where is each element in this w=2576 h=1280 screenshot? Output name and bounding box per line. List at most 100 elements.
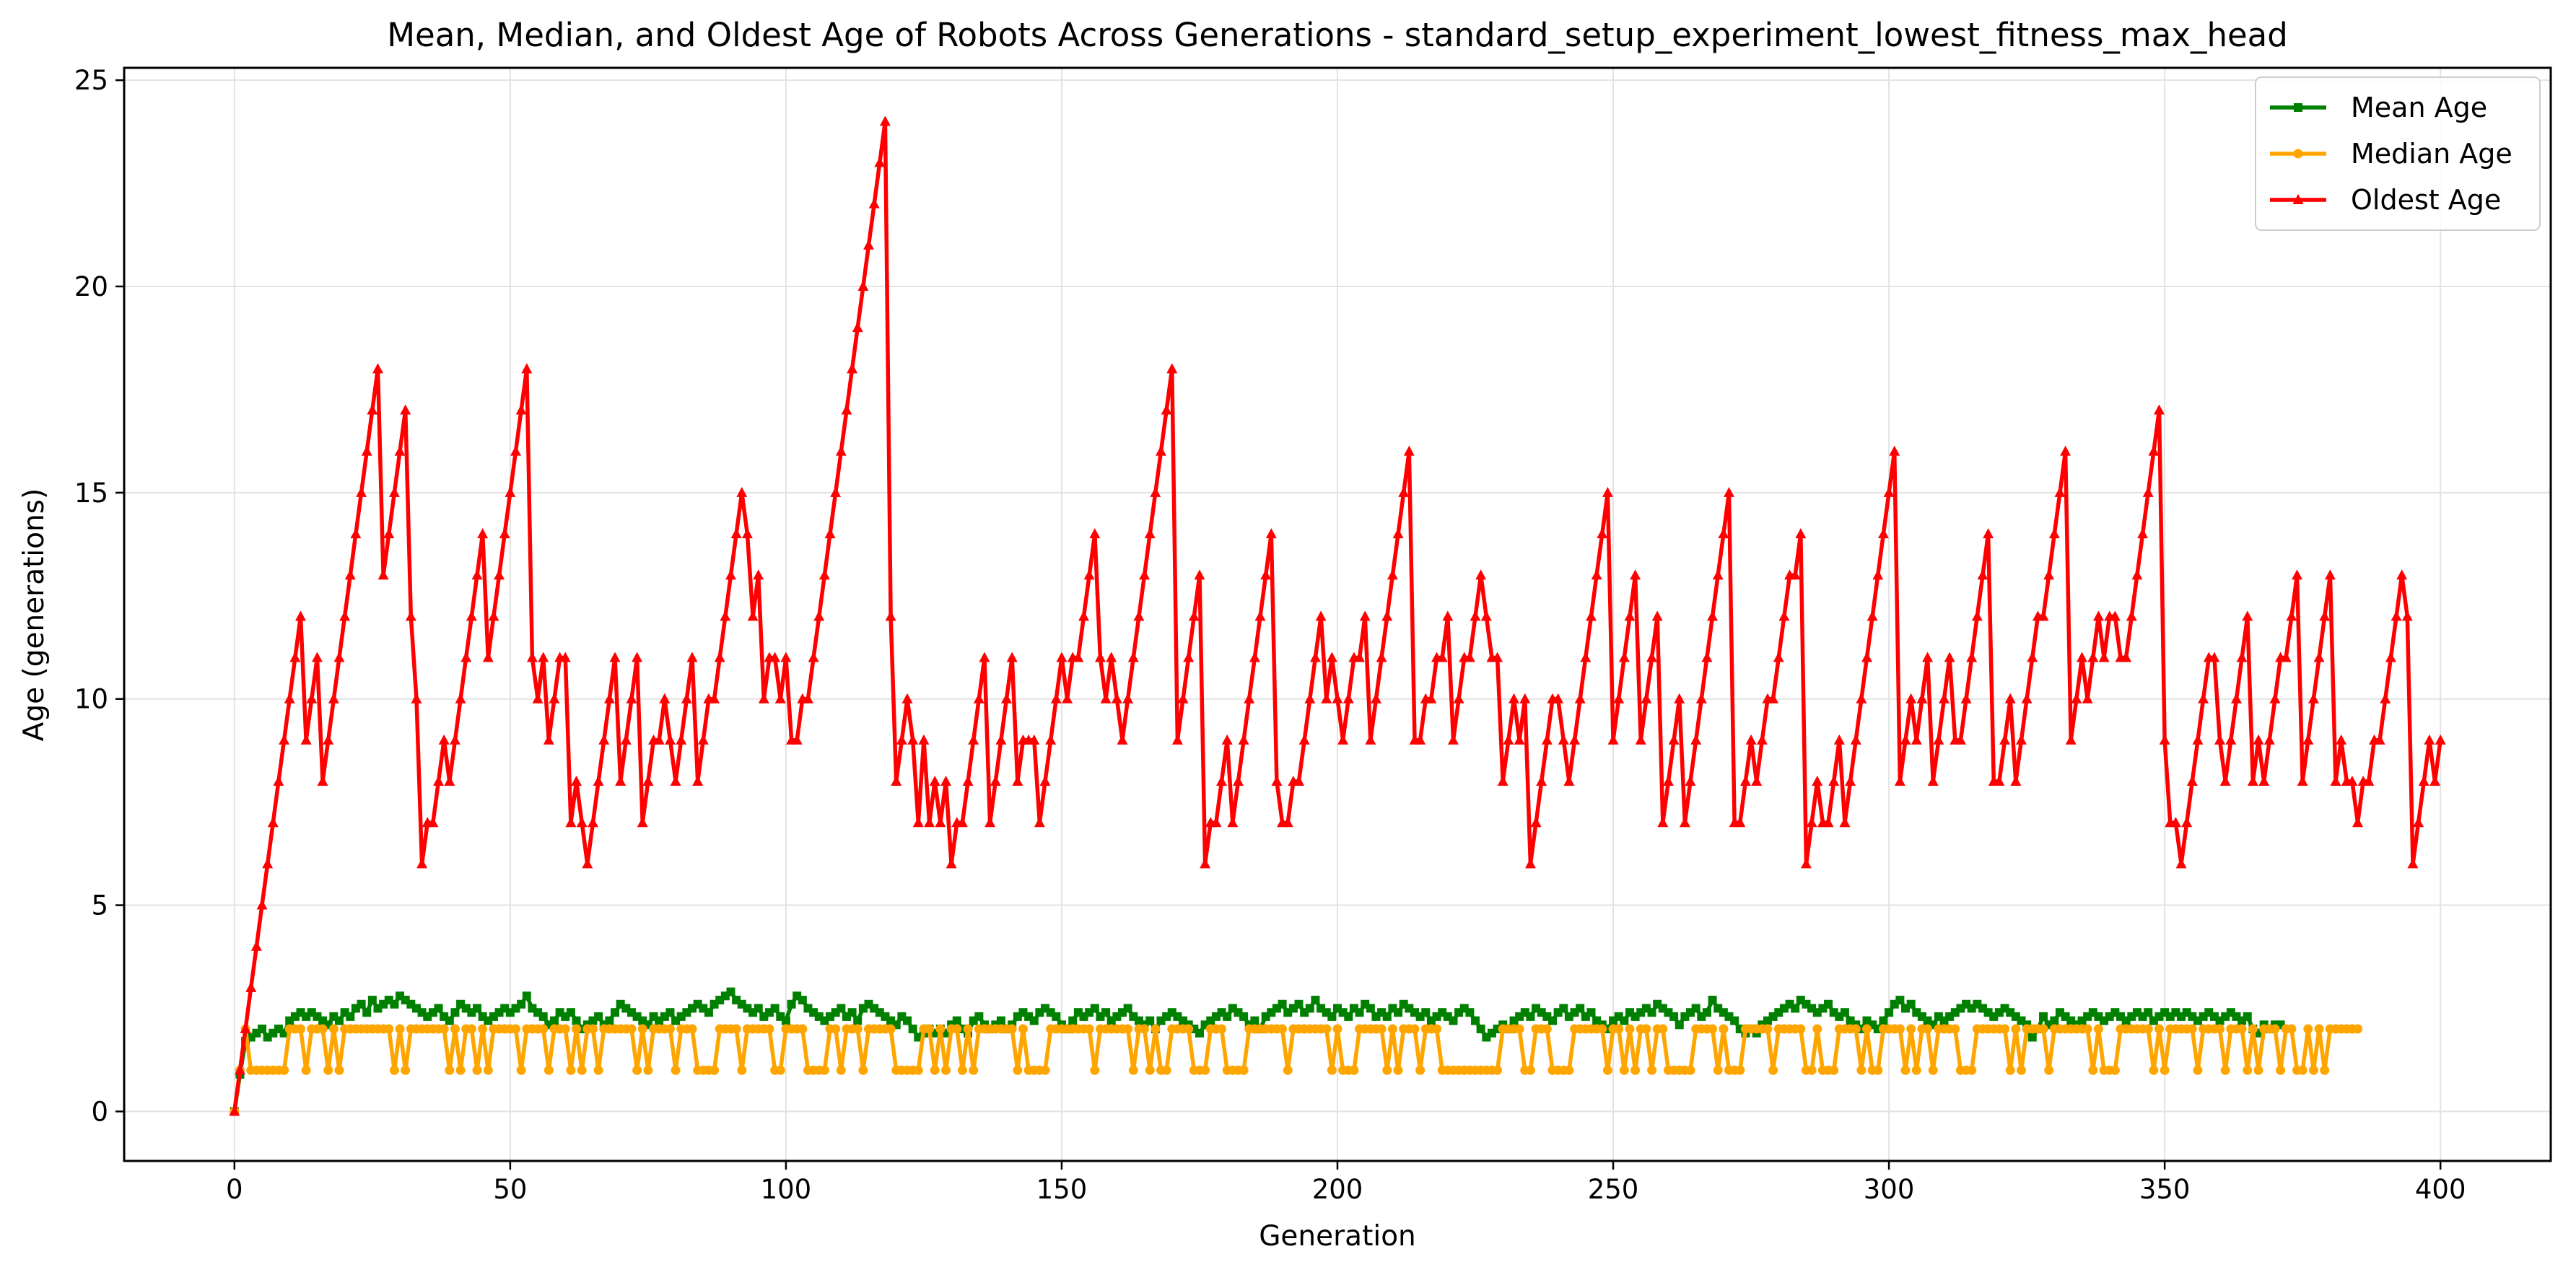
oldest-age-point: [1519, 693, 1531, 703]
median-age-point: [2149, 1065, 2159, 1075]
median-age-point: [483, 1065, 493, 1075]
median-age-point: [2303, 1024, 2313, 1034]
oldest-age-point: [709, 693, 720, 703]
oldest-age-point: [2269, 693, 2281, 703]
oldest-age-point: [344, 569, 356, 580]
median-age-series: [230, 1024, 2363, 1116]
oldest-age-point: [946, 858, 957, 869]
mean-age-point: [847, 1008, 857, 1017]
oldest-age-point: [2225, 734, 2237, 745]
mean-age-point: [1647, 1008, 1656, 1017]
oldest-age-point: [1585, 610, 1597, 621]
oldest-age-point: [1695, 693, 1707, 703]
mean-age-point: [726, 987, 735, 996]
oldest-age-point: [526, 652, 538, 662]
oldest-age-point: [813, 610, 825, 621]
oldest-age-point: [1866, 610, 1878, 621]
median-age-point: [1564, 1065, 1574, 1075]
oldest-age-point: [2407, 858, 2419, 869]
oldest-age-point: [2048, 528, 2060, 539]
oldest-age-point: [2004, 693, 2016, 703]
oldest-age-point: [1403, 445, 1415, 456]
oldest-age-point: [1707, 610, 1719, 621]
mean-age-point: [450, 1008, 460, 1017]
oldest-age-point: [515, 404, 527, 415]
oldest-age-point: [240, 1023, 251, 1034]
oldest-age-point: [587, 817, 598, 828]
mean-age-point: [665, 1008, 675, 1017]
median-age-point: [1322, 1024, 1332, 1034]
oldest-age-point: [582, 858, 593, 869]
mean-age-point: [1366, 1004, 1375, 1013]
oldest-age-point: [2374, 734, 2385, 745]
oldest-age-point: [1210, 817, 1222, 828]
mean-age-point: [903, 1016, 912, 1025]
oldest-age-point: [1635, 734, 1646, 745]
oldest-age-point: [984, 817, 996, 828]
series-layer: [229, 115, 2446, 1116]
oldest-age-point: [2170, 817, 2181, 828]
median-age-point: [2044, 1065, 2054, 1075]
oldest-age-point: [1161, 404, 1172, 415]
median-age-point: [1514, 1024, 1524, 1034]
oldest-age-point: [1497, 776, 1509, 786]
oldest-age-point: [2027, 652, 2038, 662]
median-age-point: [1895, 1024, 1905, 1034]
oldest-age-point: [1194, 569, 1205, 580]
median-age-point: [2308, 1065, 2318, 1075]
oldest-age-point: [1872, 569, 1884, 580]
mean-age-point: [704, 1008, 713, 1017]
oldest-age-point: [1778, 610, 1790, 621]
oldest-age-point: [1944, 652, 1955, 662]
oldest-age-point: [1062, 693, 1073, 703]
oldest-age-point: [1271, 776, 1283, 786]
oldest-age-point: [609, 652, 621, 662]
oldest-age-point: [615, 776, 626, 786]
mean-age-point: [1195, 1028, 1204, 1038]
oldest-age-point: [1188, 610, 1200, 621]
oldest-age-point: [979, 652, 990, 662]
oldest-age-point: [2263, 734, 2275, 745]
oldest-age-point: [747, 610, 759, 621]
median-age-point: [1151, 1024, 1161, 1034]
mean-age-point: [1029, 1016, 1039, 1025]
median-age-point: [952, 1024, 962, 1034]
legend-label-mean-age: Mean Age: [2351, 92, 2487, 123]
oldest-age-point: [835, 445, 847, 456]
oldest-age-point: [1751, 776, 1763, 786]
oldest-age-point: [2302, 734, 2314, 745]
oldest-age-point: [1238, 734, 1249, 745]
median-age-point: [334, 1065, 344, 1075]
median-age-point: [1349, 1065, 1359, 1075]
median-age-point: [1084, 1024, 1094, 1034]
oldest-age-point: [1739, 776, 1751, 786]
oldest-age-point: [256, 899, 268, 910]
median-age-point: [1647, 1065, 1657, 1075]
x-tick-label: 300: [1864, 1174, 1915, 1205]
oldest-age-point: [455, 693, 466, 703]
legend-marker-oldest-age: [2292, 194, 2304, 204]
oldest-age-point: [1260, 569, 1272, 580]
oldest-age-point: [1773, 652, 1784, 662]
oldest-age-point: [603, 693, 615, 703]
oldest-age-point: [1216, 776, 1228, 786]
median-age-point: [940, 1065, 951, 1075]
mean-age-point: [1394, 1008, 1403, 1017]
oldest-age-point: [620, 734, 632, 745]
median-age-point: [2237, 1024, 2247, 1034]
oldest-age-point: [736, 486, 748, 497]
median-age-point: [401, 1065, 411, 1075]
median-age-point: [516, 1065, 526, 1075]
oldest-age-point: [824, 528, 836, 539]
median-age-point: [2088, 1065, 2098, 1075]
mean-age-point: [357, 999, 366, 1009]
oldest-age-point: [2015, 734, 2027, 745]
median-age-point: [1542, 1024, 1552, 1034]
mean-age-point: [1239, 1012, 1249, 1021]
y-tick-label: 0: [91, 1096, 108, 1127]
mean-age-point: [367, 996, 377, 1005]
oldest-age-point: [1724, 486, 1735, 497]
oldest-age-point: [1734, 817, 1746, 828]
oldest-age-point: [2175, 858, 2187, 869]
